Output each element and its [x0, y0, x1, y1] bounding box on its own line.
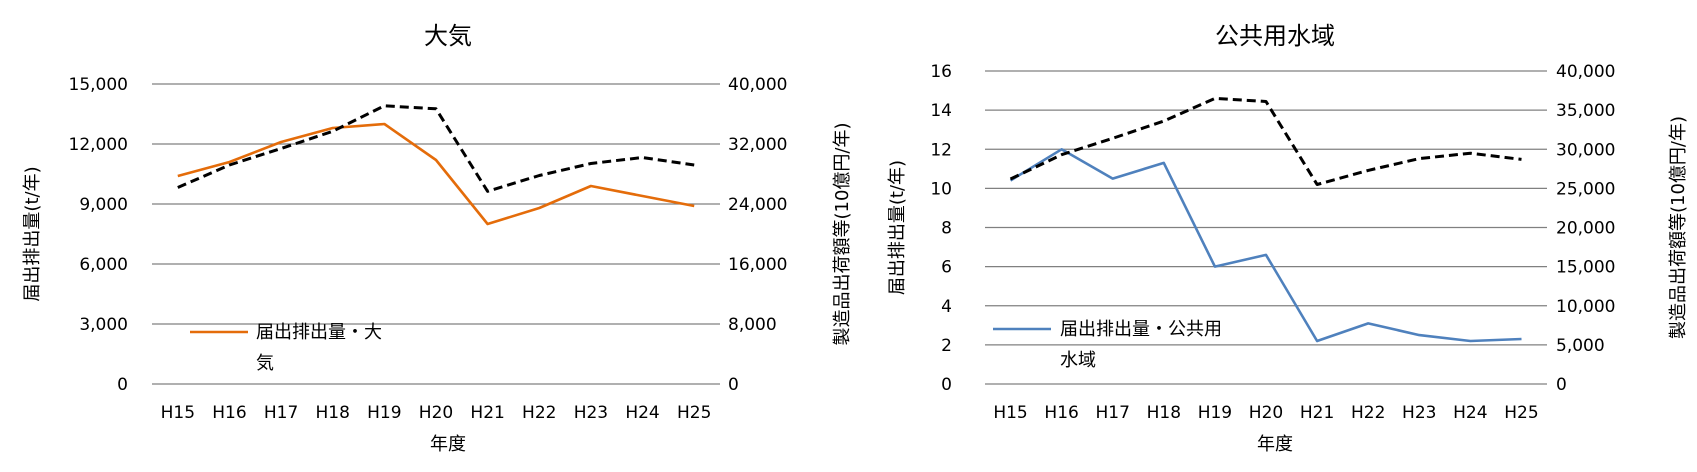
right-tick-label: 40,000: [728, 75, 787, 95]
left-tick-label: 12,000: [69, 135, 128, 155]
left-tick-label: 10: [930, 179, 952, 199]
right-tick-label: 40,000: [1556, 62, 1615, 82]
left-tick-label: 6,000: [79, 255, 128, 275]
x-tick-label: H24: [1453, 403, 1487, 423]
left-tick-label: 2: [941, 336, 952, 356]
right-tick-label: 24,000: [728, 195, 787, 215]
chart-air-emissions: 大気 0 3,000 6,000 9,000 12,000 15,000 0 8,000 16,0…: [22, 22, 853, 455]
x-tick-label: H17: [264, 403, 298, 423]
left-tick-label: 15,000: [69, 75, 128, 95]
x-tick-label: H19: [367, 403, 401, 423]
right-tick-label: 25,000: [1556, 179, 1615, 199]
x-tick-label: H23: [574, 403, 608, 423]
x-tick-label: H20: [419, 403, 453, 423]
left-axis-title: 届出排出量(t/年): [22, 166, 43, 301]
x-tick-label: H25: [677, 403, 711, 423]
x-tick-label: H23: [1402, 403, 1436, 423]
emission-series-line: [1009, 148, 1522, 343]
x-tick-label: H15: [993, 403, 1027, 423]
legend-label: 届出排出量・大気: [256, 322, 382, 374]
right-tick-label: 5,000: [1556, 336, 1605, 356]
x-axis-title: 年度: [430, 434, 466, 455]
x-tick-label: H16: [212, 403, 246, 423]
x-tick-label: H22: [522, 403, 556, 423]
right-axis-title: 製造品出荷額等(10億円/年): [1668, 116, 1689, 339]
x-tick-label: H20: [1249, 403, 1283, 423]
left-tick-label: 9,000: [79, 195, 128, 215]
right-tick-label: 35,000: [1556, 101, 1615, 121]
left-tick-label: 8: [941, 219, 952, 239]
left-tick-label: 12: [930, 140, 952, 160]
chart-public-water-emissions: 公共用水域 0 2 4 6 8 10 12 14 16 0 5,000 10,000 15,000 20,0…: [887, 22, 1689, 455]
x-tick-label: H25: [1504, 403, 1538, 423]
shipment-value-series-line: [1009, 96, 1522, 186]
x-tick-label: H17: [1096, 403, 1130, 423]
left-tick-label: 0: [117, 375, 128, 395]
right-tick-label: 8,000: [728, 315, 777, 335]
x-tick-label: H21: [470, 403, 504, 423]
left-axis-title: 届出排出量(t/年): [887, 160, 908, 295]
x-tick-label: H21: [1300, 403, 1334, 423]
right-tick-label: 0: [728, 375, 739, 395]
chart-title: 公共用水域: [1215, 22, 1335, 50]
shipment-value-series-line: [177, 104, 695, 193]
left-tick-label: 6: [941, 258, 952, 278]
legend-label: 届出排出量・公共用水域: [1060, 319, 1222, 371]
left-tick-label: 3,000: [79, 315, 128, 335]
x-tick-label: H22: [1351, 403, 1385, 423]
left-tick-label: 16: [930, 62, 952, 82]
right-axis-title: 製造品出荷額等(10億円/年): [832, 122, 853, 345]
x-axis-title: 年度: [1257, 434, 1293, 455]
x-tick-label: H16: [1044, 403, 1078, 423]
right-tick-label: 20,000: [1556, 219, 1615, 239]
left-tick-label: 0: [941, 375, 952, 395]
right-tick-label: 10,000: [1556, 297, 1615, 317]
right-tick-label: 0: [1556, 375, 1567, 395]
x-tick-label: H15: [161, 403, 195, 423]
x-tick-label: H24: [625, 403, 659, 423]
right-tick-label: 16,000: [728, 255, 787, 275]
x-tick-label: H19: [1198, 403, 1232, 423]
chart-title: 大気: [424, 22, 472, 50]
right-tick-label: 32,000: [728, 135, 787, 155]
left-tick-label: 14: [930, 101, 952, 121]
x-tick-label: H18: [1147, 403, 1181, 423]
right-tick-label: 15,000: [1556, 258, 1615, 278]
left-tick-label: 4: [941, 297, 952, 317]
x-tick-label: H18: [316, 403, 350, 423]
right-tick-label: 30,000: [1556, 140, 1615, 160]
emission-series-line: [177, 122, 695, 226]
